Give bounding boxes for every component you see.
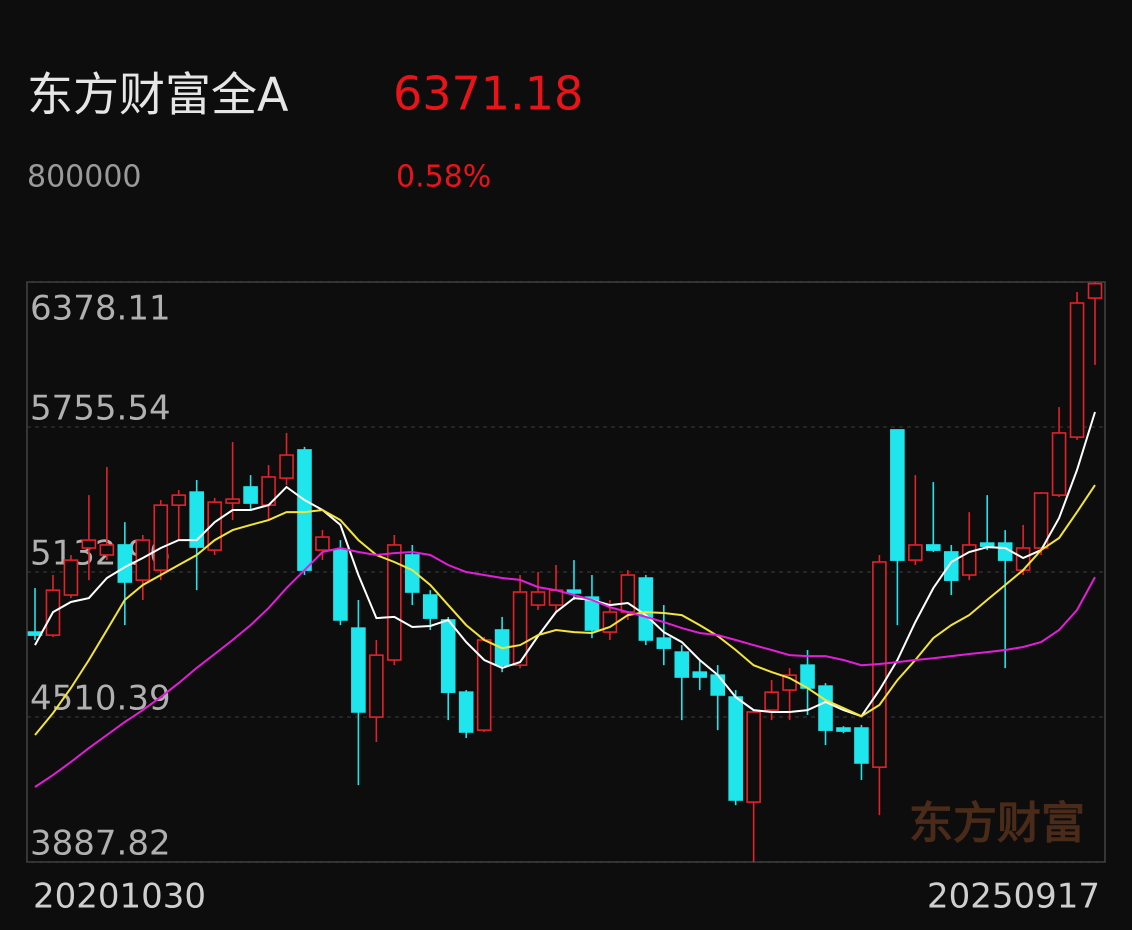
candle-body <box>153 504 169 571</box>
candle-body <box>818 685 833 731</box>
candle-body <box>1069 302 1085 438</box>
candle-body <box>476 639 492 731</box>
candle-body <box>243 486 258 504</box>
candle-body <box>369 654 384 718</box>
candle-body <box>81 539 97 549</box>
candle-body <box>692 671 708 678</box>
candle-body <box>1033 492 1049 549</box>
candle-body <box>890 429 905 561</box>
candle-body <box>440 619 456 693</box>
candle-body <box>943 551 959 581</box>
candle-body <box>584 596 600 631</box>
candle-body <box>27 631 43 636</box>
candle-body <box>728 696 743 801</box>
candle-body <box>854 727 869 764</box>
candle-body <box>189 491 204 548</box>
candle-body <box>836 727 851 732</box>
x-tick-label: 20250917 <box>927 877 1100 917</box>
candle-body <box>674 651 690 678</box>
moving-average-line <box>34 411 1096 718</box>
candle-body <box>656 637 672 649</box>
candle-body <box>333 549 348 621</box>
watermark: 东方财富 <box>909 798 1085 849</box>
x-tick-label: 20201030 <box>33 877 206 917</box>
candle-body <box>387 544 402 661</box>
candle-body <box>458 691 474 733</box>
moving-average-line <box>34 484 1096 736</box>
candle-body <box>297 449 312 571</box>
candle-body <box>512 591 528 666</box>
y-tick-label: 4510.39 <box>30 679 171 719</box>
index-code: 800000 <box>27 160 142 195</box>
candle-body <box>279 454 294 479</box>
candle-body <box>404 554 420 593</box>
candle-body <box>351 627 366 713</box>
candle-body <box>1087 282 1103 299</box>
candle-body <box>1051 432 1067 496</box>
candle-body <box>171 494 187 506</box>
candle-body <box>566 589 582 594</box>
candle-body <box>979 542 995 547</box>
index-price: 6371.18 <box>393 67 583 121</box>
y-tick-label: 6378.11 <box>30 289 171 329</box>
candle-body <box>638 577 654 641</box>
candle-body <box>99 544 115 556</box>
candle-body <box>530 591 546 606</box>
candle-body <box>746 711 761 803</box>
candle-body <box>926 544 941 551</box>
candle-body <box>764 691 779 711</box>
y-tick-label: 5755.54 <box>30 388 171 428</box>
candle-body <box>710 674 726 696</box>
candle-body <box>225 498 240 504</box>
moving-average-line <box>34 546 1096 788</box>
index-change: 0.58% <box>396 160 491 195</box>
candle-body <box>135 539 151 581</box>
y-tick-label: 3887.82 <box>30 824 171 864</box>
candle-body <box>908 544 923 561</box>
candle-body <box>422 594 438 619</box>
candle-body <box>63 559 79 596</box>
candle-body <box>315 536 330 551</box>
candle-body <box>961 544 977 576</box>
index-name: 东方财富全A <box>27 68 289 122</box>
candle-body <box>117 544 133 583</box>
